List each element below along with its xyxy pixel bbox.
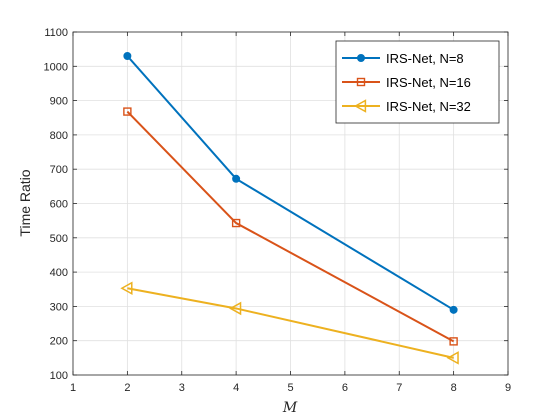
ticks: 1 2 3 4 5 6 7 8 9 100 200 300 400 500 600 700 800 900 1000…: [44, 27, 512, 394]
legend-label: IRS-Net, N=32: [386, 99, 471, 114]
x-tick-label: 2: [124, 382, 130, 394]
data-point: [232, 174, 241, 183]
data-point: [123, 52, 132, 61]
series-3: [120, 281, 459, 365]
data-point: [449, 305, 458, 314]
y-tick-label: 1100: [44, 27, 68, 39]
y-tick-label: 800: [50, 130, 68, 142]
x-tick-label: 1: [70, 382, 76, 394]
y-tick-label: 600: [50, 199, 68, 211]
x-axis-label: M: [282, 400, 298, 416]
x-tick-label: 4: [233, 382, 239, 394]
data-point: [446, 351, 459, 365]
data-point: [123, 107, 132, 116]
series-group: [120, 52, 459, 365]
series-1: [123, 52, 458, 314]
series-line: [126, 110, 455, 343]
x-tick-label: 6: [342, 382, 348, 394]
x-tick-label: 5: [287, 382, 293, 394]
y-tick-label: 300: [50, 301, 68, 313]
data-point: [449, 337, 458, 346]
y-tick-label: 200: [50, 336, 68, 348]
y-tick-label: 900: [50, 96, 68, 108]
legend: IRS-Net, N=8 IRS-Net, N=16 IRS-Net, N=32: [335, 40, 500, 124]
y-tick-label: 700: [50, 164, 68, 176]
y-tick-label: 500: [50, 233, 68, 245]
x-tick-label: 3: [179, 382, 185, 394]
series-2: [123, 107, 458, 346]
data-point: [231, 218, 241, 228]
data-point: [229, 301, 242, 316]
legend-marker: [357, 54, 365, 62]
x-tick-label: 8: [451, 382, 457, 394]
legend-label: IRS-Net, N=16: [386, 75, 471, 90]
series-line: [127, 287, 454, 359]
legend-marker: [356, 77, 366, 87]
x-tick-label: 7: [396, 382, 402, 394]
legend-marker: [353, 99, 367, 113]
y-tick-label: 400: [50, 267, 68, 279]
legend-label: IRS-Net, N=8: [386, 51, 464, 66]
y-axis-label: Time Ratio: [17, 169, 33, 236]
legend-item: IRS-Net, N=8: [342, 51, 464, 66]
y-tick-label: 1000: [44, 61, 68, 73]
legend-item: IRS-Net, N=16: [342, 75, 471, 90]
y-tick-label: 100: [50, 370, 68, 382]
data-point: [120, 281, 133, 295]
x-tick-label: 9: [505, 382, 511, 394]
legend-item: IRS-Net, N=32: [342, 99, 471, 114]
